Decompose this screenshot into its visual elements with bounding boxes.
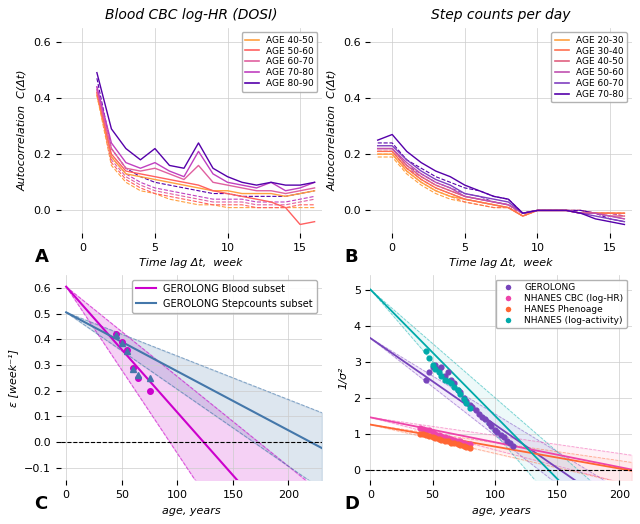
Point [440,433,450,441]
Text: C: C [35,495,48,513]
Point [496,431,506,440]
X-axis label: Time lag Δt,  week: Time lag Δt, week [140,258,243,268]
Point [446,379,456,387]
X-axis label: age, years: age, years [162,506,221,516]
Point [486,422,496,431]
Point [480,415,490,423]
Point [440,375,450,384]
Point [446,435,456,443]
Point [455,388,465,396]
Legend: GEROLONG Blood subset, GEROLONG Stepcounts subset: GEROLONG Blood subset, GEROLONG Stepcoun… [132,280,317,313]
Point [508,442,518,450]
X-axis label: age, years: age, years [472,506,531,516]
Point [461,397,471,406]
Point [502,436,513,445]
Point [417,425,428,433]
Point [449,379,459,387]
Text: D: D [344,495,359,513]
Point [471,406,481,414]
Point [428,428,438,436]
Point [465,404,475,412]
Point [421,426,431,434]
Point [455,441,465,449]
Legend: AGE 20-30, AGE 30-40, AGE 40-50, AGE 50-60, AGE 60-70, AGE 70-80: AGE 20-30, AGE 30-40, AGE 40-50, AGE 50-… [552,32,627,102]
Point [449,383,459,391]
Text: A: A [35,248,49,266]
Point [499,433,509,441]
Point [428,363,438,371]
Point [465,400,475,409]
Point [436,363,447,371]
Point [449,439,459,447]
Y-axis label: Autocorrelation  C(Δt): Autocorrelation C(Δt) [328,70,337,191]
Y-axis label: Autocorrelation  C(Δt): Autocorrelation C(Δt) [17,70,28,191]
Text: B: B [344,248,358,266]
Point [461,443,471,452]
Point [465,440,475,449]
Point [455,438,465,446]
Point [430,361,440,369]
Point [504,439,515,447]
Title: Blood CBC log-HR (DOSI): Blood CBC log-HR (DOSI) [105,8,278,23]
Point [477,413,488,422]
Point [430,429,440,438]
Point [442,368,452,377]
Point [424,432,434,440]
Point [415,424,426,432]
Point [421,375,431,384]
Point [461,440,471,448]
Point [442,377,452,386]
Point [436,432,447,441]
Point [428,361,438,369]
Point [434,365,444,373]
Point [421,431,431,440]
Point [424,368,434,377]
Point [459,395,469,403]
Point [430,434,440,442]
Point [459,394,469,402]
Point [436,435,447,444]
Point [452,386,463,395]
Point [449,436,459,444]
Point [440,372,450,380]
Y-axis label: ε [week⁻¹]: ε [week⁻¹] [8,349,19,407]
Point [424,354,434,362]
Point [434,368,444,377]
Point [415,429,426,438]
Point [459,439,469,447]
Point [446,439,456,447]
Point [434,431,444,440]
Title: Step counts per day: Step counts per day [431,8,571,23]
Point [442,438,452,446]
Point [452,440,463,449]
Point [465,444,475,452]
Legend: AGE 40-50, AGE 50-60, AGE 60-70, AGE 70-80, AGE 80-90: AGE 40-50, AGE 50-60, AGE 60-70, AGE 70-… [241,32,317,92]
Point [436,372,447,380]
Point [455,390,465,398]
Legend: GEROLONG, NHANES CBC (log-HR), HANES Phenoage, NHANES (log-activity): GEROLONG, NHANES CBC (log-HR), HANES Phe… [495,280,627,329]
Point [461,399,471,407]
Point [421,346,431,355]
Point [424,426,434,434]
Point [492,428,502,436]
Point [442,434,452,442]
Point [428,433,438,441]
Point [467,402,477,411]
Point [452,436,463,445]
Point [452,386,463,395]
Point [434,435,444,443]
Point [440,436,450,445]
Y-axis label: 1/σ²: 1/σ² [338,367,348,389]
Point [430,365,440,373]
Point [417,430,428,439]
Point [490,426,500,434]
Point [459,442,469,450]
X-axis label: Time lag Δt,  week: Time lag Δt, week [449,258,553,268]
Point [446,375,456,384]
Point [483,419,493,427]
Point [474,410,484,418]
